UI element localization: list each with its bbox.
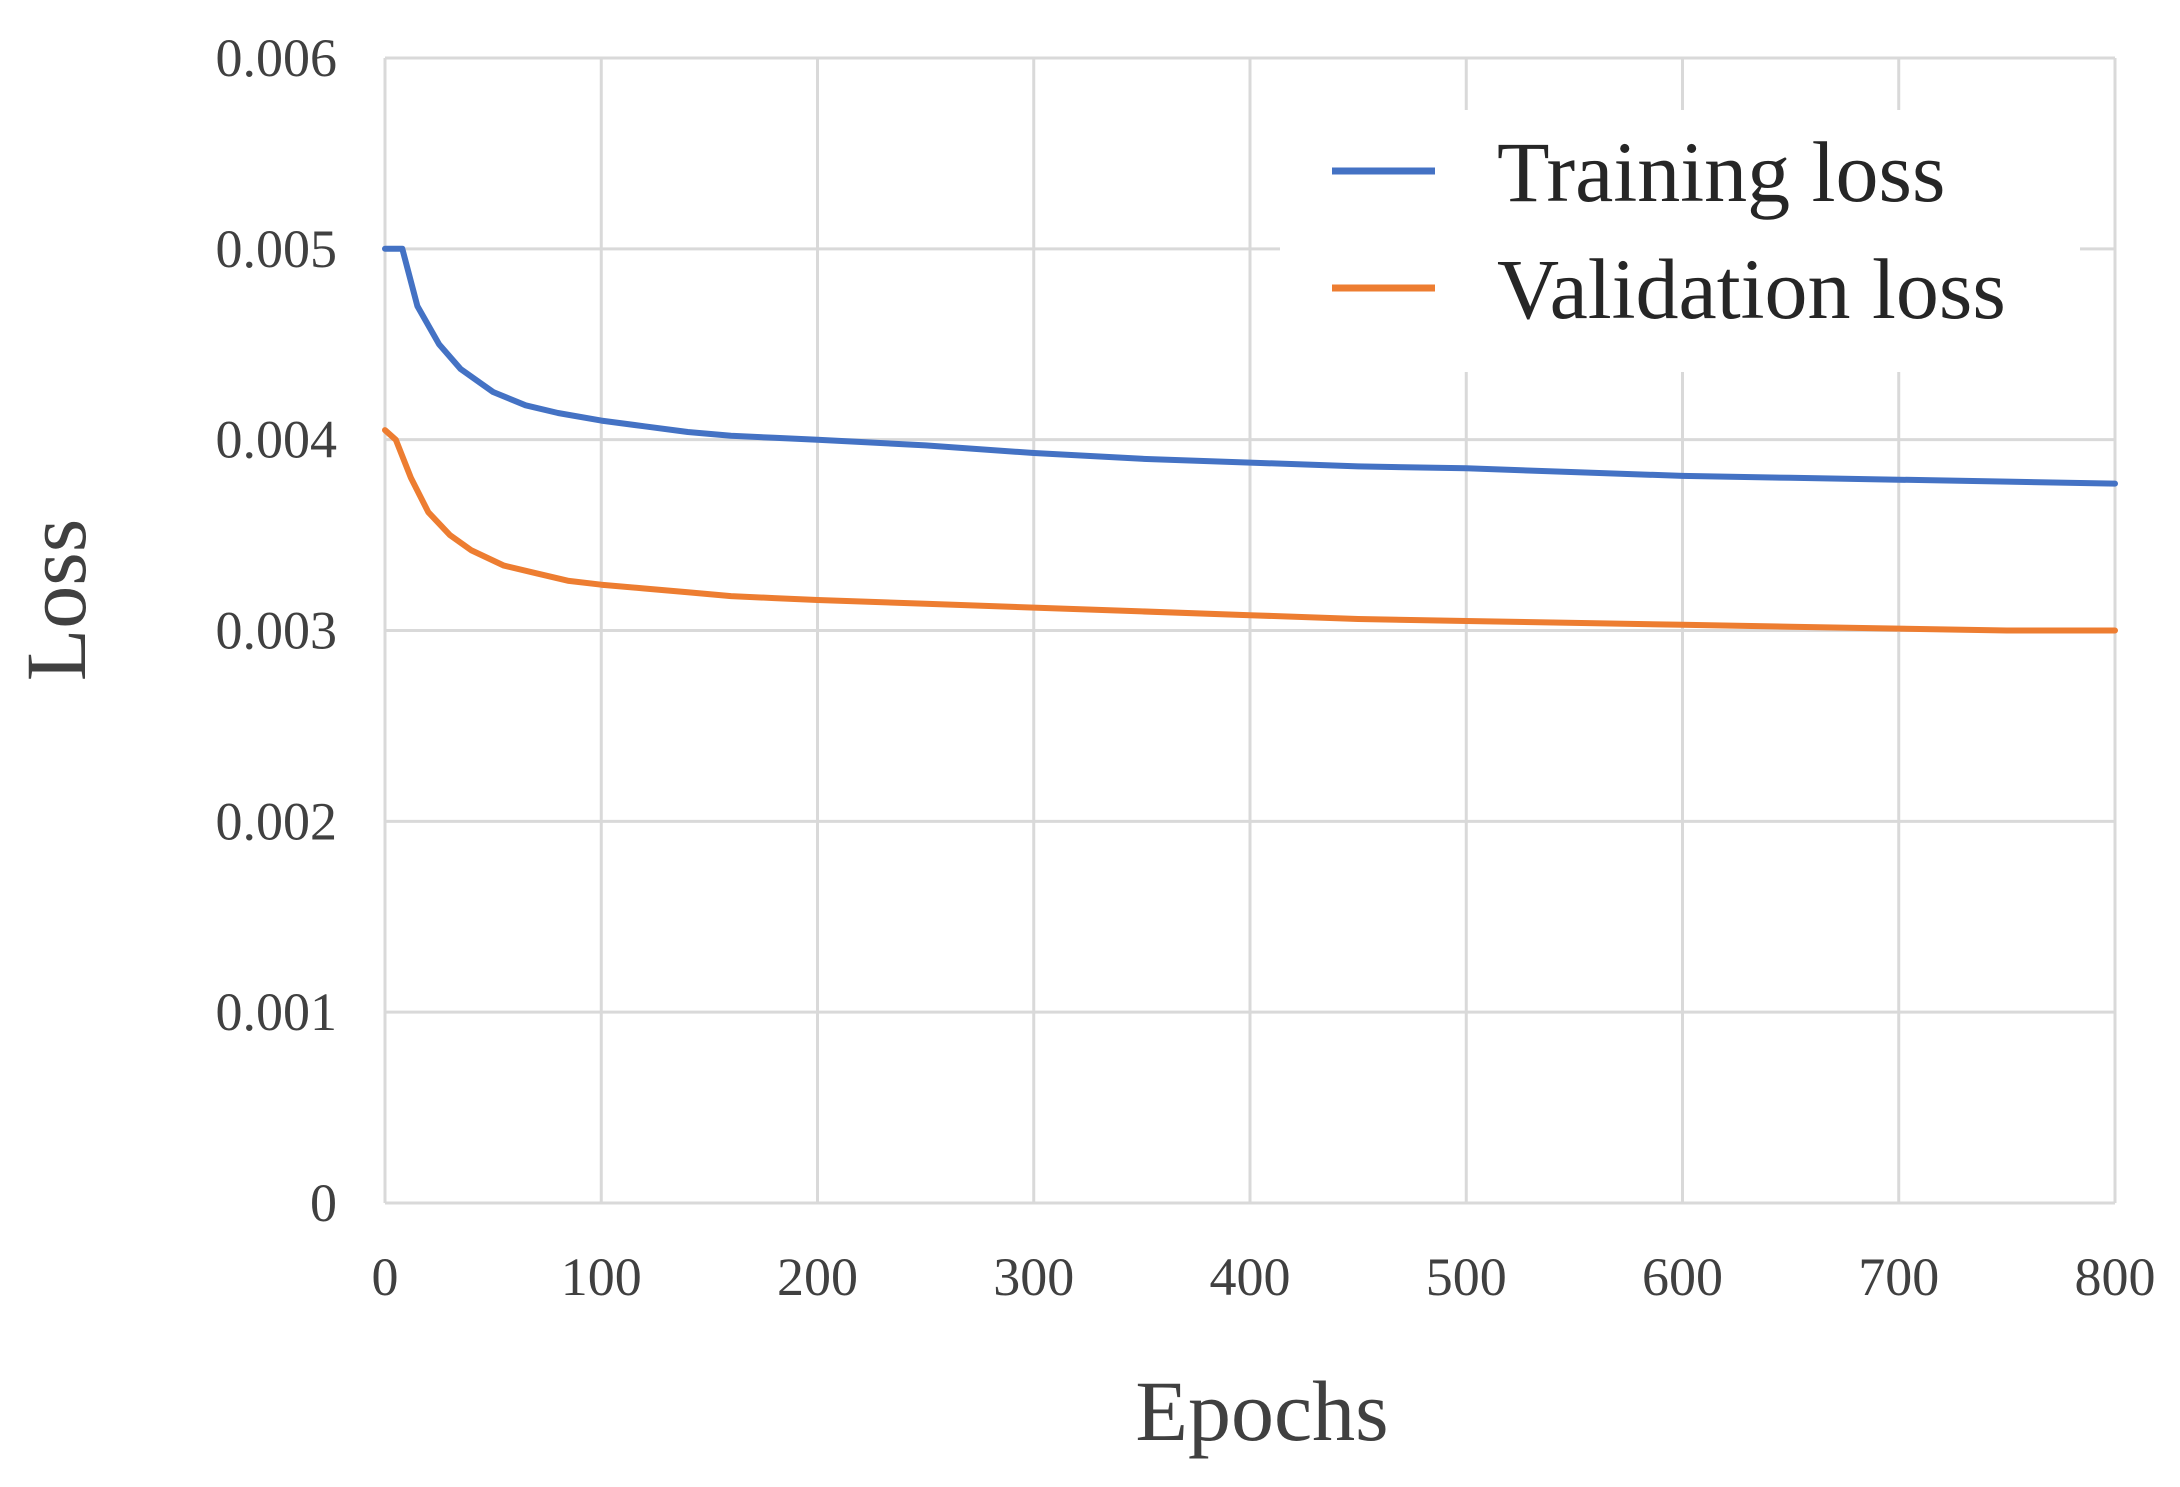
x-tick-label: 700 xyxy=(1858,1247,1939,1307)
x-tick-label: 600 xyxy=(1642,1247,1723,1307)
x-tick-label: 300 xyxy=(993,1247,1074,1307)
x-tick-label: 200 xyxy=(777,1247,858,1307)
y-tick-label: 0.006 xyxy=(216,28,338,88)
y-tick-label: 0.003 xyxy=(216,601,338,661)
y-tick-label: 0.001 xyxy=(216,982,338,1042)
x-tick-label: 800 xyxy=(2075,1247,2156,1307)
y-axis-ticks: 0 0.001 0.002 0.003 0.004 0.005 0.006 xyxy=(216,28,338,1233)
y-tick-label: 0 xyxy=(310,1173,337,1233)
legend: Training loss Validation loss xyxy=(1280,110,2080,372)
x-tick-label: 0 xyxy=(372,1247,399,1307)
legend-label: Validation loss xyxy=(1497,241,2006,337)
y-axis-title: Loss xyxy=(8,519,104,681)
series-group xyxy=(382,245,2118,634)
legend-label: Training loss xyxy=(1497,124,1945,220)
x-axis-ticks: 0 100 200 300 400 500 600 700 800 xyxy=(372,1247,2156,1307)
legend-background xyxy=(1280,110,2080,372)
x-axis-title: Epochs xyxy=(1135,1363,1388,1459)
series-line-training xyxy=(382,245,2118,487)
series-line-validation xyxy=(382,427,2118,634)
x-tick-label: 500 xyxy=(1426,1247,1507,1307)
x-tick-label: 400 xyxy=(1210,1247,1291,1307)
y-tick-label: 0.002 xyxy=(216,791,338,851)
y-tick-label: 0.004 xyxy=(216,410,338,470)
y-tick-label: 0.005 xyxy=(216,219,338,279)
x-tick-label: 100 xyxy=(561,1247,642,1307)
